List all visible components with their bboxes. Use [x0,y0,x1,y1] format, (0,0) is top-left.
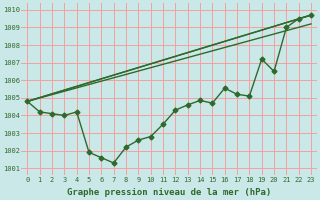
X-axis label: Graphe pression niveau de la mer (hPa): Graphe pression niveau de la mer (hPa) [67,188,271,197]
